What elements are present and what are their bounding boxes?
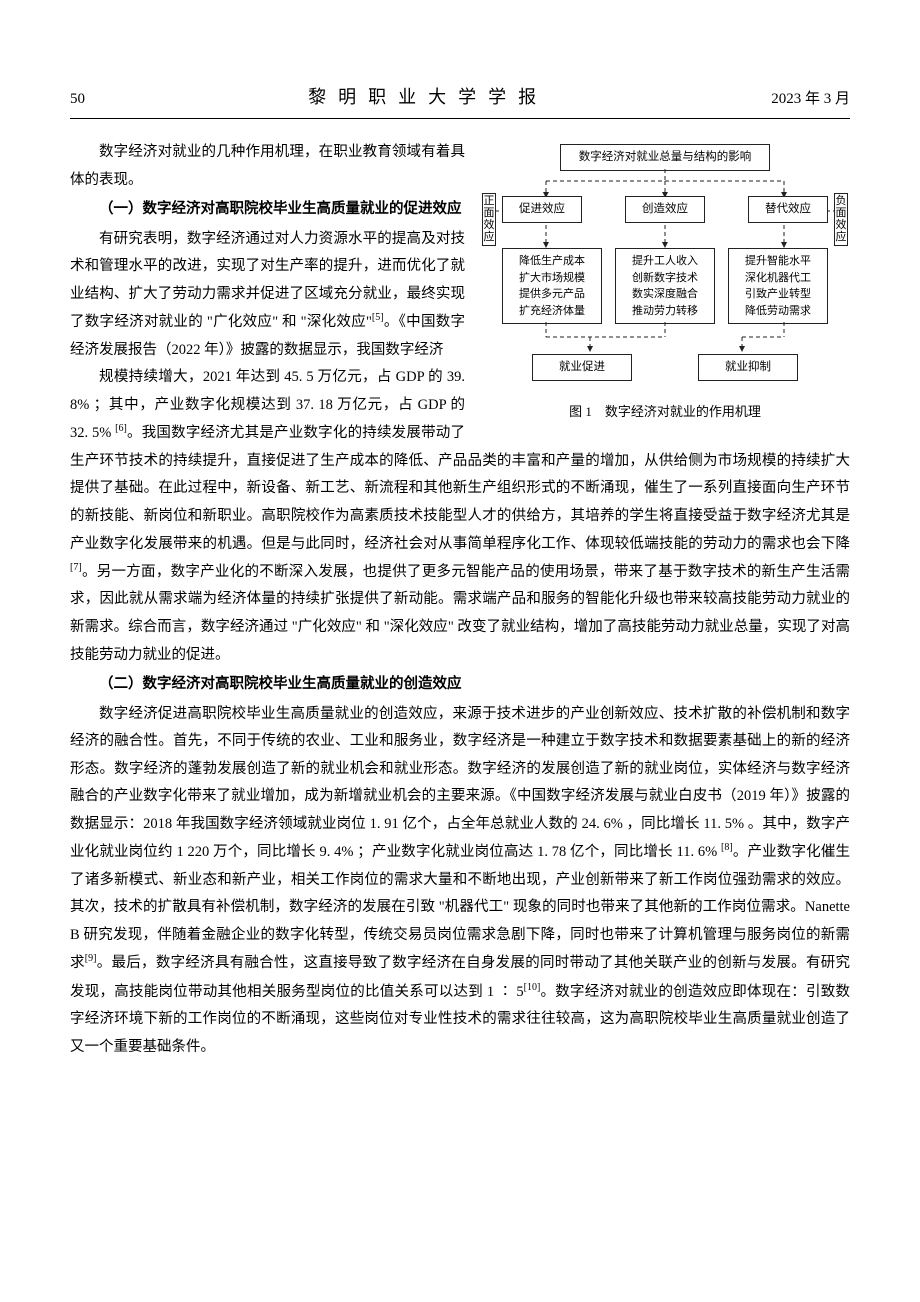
page-number: 50 <box>70 85 85 114</box>
section-2-title: （二）数字经济对高职院校毕业生高质量就业的创造效应 <box>70 671 850 699</box>
journal-title: 黎明职业大学学报 <box>308 80 548 114</box>
section-2-para: 数字经济促进高职院校毕业生高质量就业的创造效应，来源于技术进步的产业创新效应、技… <box>70 701 850 1062</box>
detail-promote: 降低生产成本扩大市场规模提供多元产品扩充经济体量 <box>502 248 602 324</box>
page-header: 50 黎明职业大学学报 2023 年 3 月 <box>70 80 850 119</box>
figure-caption: 图 1 数字经济对就业的作用机理 <box>480 400 850 425</box>
header-date: 2023 年 3 月 <box>771 85 850 114</box>
node-employ-suppress: 就业抑制 <box>698 354 798 381</box>
label-positive: 正面效应 <box>482 193 496 245</box>
row-details: 降低生产成本扩大市场规模提供多元产品扩充经济体量 提升工人收入创新数字技术数实深… <box>502 248 828 324</box>
content-area: 数字经济对就业总量与结构的影响 正面效应 促进效应 创造效应 替代效应 负面效应… <box>70 139 850 1061</box>
row-effects: 正面效应 促进效应 创造效应 替代效应 负面效应 <box>502 196 828 223</box>
detail-substitute: 提升智能水平深化机器代工引致产业转型降低劳动需求 <box>728 248 828 324</box>
node-create: 创造效应 <box>625 196 705 223</box>
node-substitute: 替代效应 <box>748 196 828 223</box>
node-promote: 促进效应 <box>502 196 582 223</box>
node-employ-promote: 就业促进 <box>532 354 632 381</box>
figure-1: 数字经济对就业总量与结构的影响 正面效应 促进效应 创造效应 替代效应 负面效应… <box>480 139 850 425</box>
detail-create: 提升工人收入创新数字技术数实深度融合推动劳力转移 <box>615 248 715 324</box>
node-top: 数字经济对就业总量与结构的影响 <box>560 144 770 171</box>
label-negative: 负面效应 <box>834 193 848 245</box>
row-outcomes: 就业促进 就业抑制 <box>502 354 828 381</box>
diagram-flowchart: 数字经济对就业总量与结构的影响 正面效应 促进效应 创造效应 替代效应 负面效应… <box>480 139 850 386</box>
